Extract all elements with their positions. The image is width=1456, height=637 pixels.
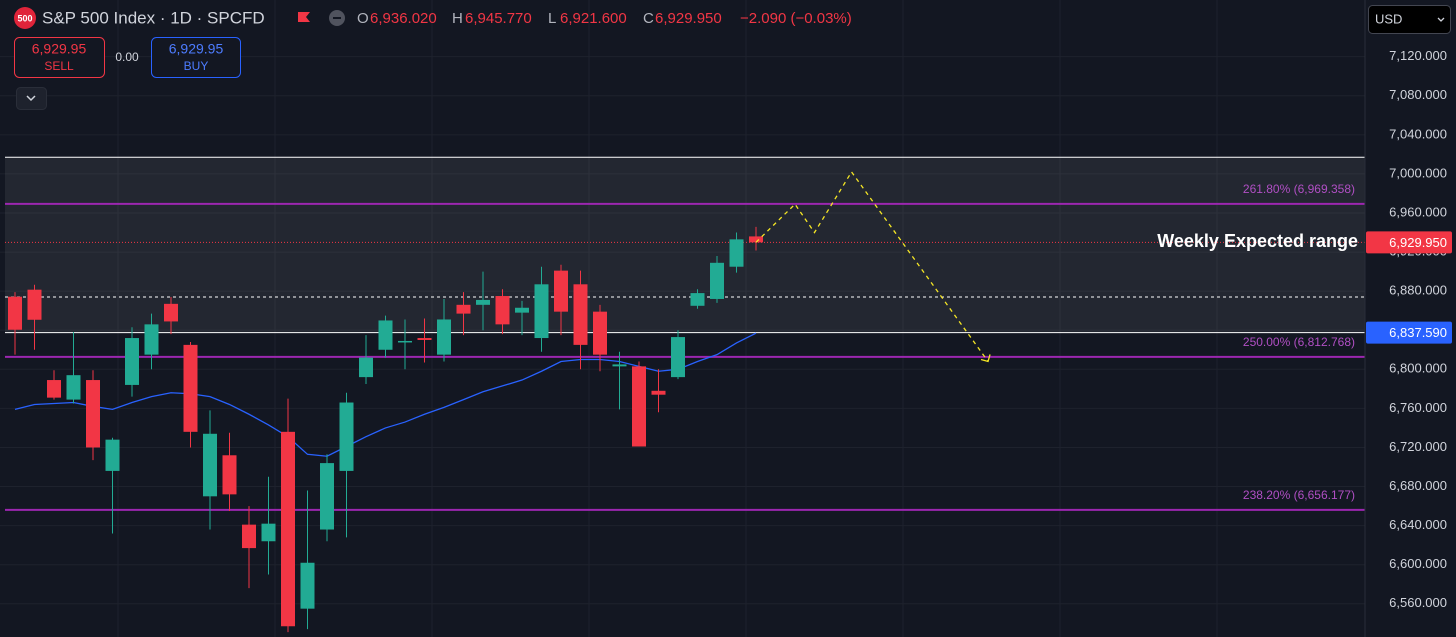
spread: 0.00	[115, 50, 139, 64]
candle-body	[671, 337, 685, 378]
ohlc-key: L	[548, 10, 556, 27]
candle-body	[242, 524, 256, 549]
candle-body	[437, 319, 451, 355]
buy-price: 6,929.95	[169, 41, 224, 57]
last-price-label: 6,929.950	[1389, 235, 1447, 250]
last-price-tag	[1366, 231, 1452, 254]
ohlc-key: C	[643, 10, 654, 27]
hide-icon-bar	[333, 17, 341, 19]
logo-text: 500	[17, 13, 32, 23]
candle-body	[47, 380, 61, 398]
buy-label: BUY	[184, 59, 209, 73]
candle-body	[66, 375, 81, 400]
currency-select[interactable]	[1368, 5, 1451, 34]
sell-button[interactable]	[14, 37, 105, 78]
candle-body	[300, 562, 315, 609]
overlay: 6,560.000 6,600.000 6,640.000 6,680.000 6,72…	[1157, 48, 1452, 610]
y-tick-label: 6,960.000	[1389, 204, 1447, 219]
range-label: Weekly Expected range	[1157, 231, 1358, 251]
currency: USD	[1375, 11, 1402, 26]
ohlc-value: 6,921.600	[560, 10, 627, 27]
candle-body	[632, 366, 646, 447]
candle-body	[222, 455, 237, 495]
projection	[755, 170, 989, 362]
ohlc-key: O	[357, 10, 369, 27]
y-tick-label: 7,080.000	[1389, 87, 1447, 102]
candle-body	[398, 340, 412, 343]
candle-body	[417, 338, 432, 340]
flag-icon[interactable]	[298, 12, 310, 22]
fib-label: 261.80% (6,969.358)	[1243, 182, 1355, 196]
ohlc-value: 6,929.950	[655, 10, 722, 27]
y-tick-label: 6,760.000	[1389, 400, 1447, 415]
candle-body	[456, 304, 471, 314]
sell-label: SELL	[44, 59, 74, 73]
candle-body	[261, 523, 276, 542]
candle-body	[476, 299, 490, 305]
logo	[14, 7, 36, 29]
fib-label: 238.20% (6,656.177)	[1243, 488, 1355, 502]
sell-price: 6,929.95	[32, 41, 87, 57]
ohlc-value: 6,936.020	[370, 10, 437, 27]
range-bottom-tag	[1366, 321, 1452, 344]
change: −2.090 (−0.03%)	[740, 10, 852, 27]
y-tick-label: 7,120.000	[1389, 48, 1447, 63]
candle-body	[183, 344, 198, 432]
candle-body	[378, 320, 393, 350]
y-tick-label: 6,880.000	[1389, 283, 1447, 298]
candle-body	[164, 303, 178, 322]
candle-body	[749, 236, 763, 243]
y-tick-label: 6,720.000	[1389, 439, 1447, 454]
moving-average	[14, 332, 757, 457]
candle-body	[359, 357, 373, 378]
candle-body	[105, 439, 120, 471]
candle-body	[281, 431, 295, 627]
y-tick-label: 7,040.000	[1389, 126, 1447, 141]
candle-body	[203, 433, 217, 497]
grid	[0, 0, 1365, 637]
candle-body	[495, 296, 510, 325]
candle-body	[534, 284, 549, 339]
candle-body	[86, 380, 100, 448]
chevron	[1437, 17, 1445, 22]
candle-body	[690, 293, 705, 306]
candle-body	[651, 390, 666, 395]
ohlc-value: 6,945.770	[465, 10, 532, 27]
candle-body	[144, 324, 159, 355]
range-band	[5, 157, 1365, 333]
candle-body	[27, 289, 42, 320]
buy-button[interactable]	[151, 37, 241, 78]
ohlc-key: H	[452, 10, 463, 27]
symbol: S&P 500 Index · 1D · SPCFD	[42, 8, 265, 27]
fib-label: 250.00% (6,812.768)	[1243, 335, 1355, 349]
plot	[8, 170, 991, 633]
candle-body	[125, 338, 139, 385]
range-bottom-label: 6,837.590	[1389, 325, 1447, 340]
candle-body	[339, 402, 354, 471]
y-tick-label: 6,560.000	[1389, 595, 1447, 610]
candle-body	[8, 296, 22, 330]
chevron	[26, 95, 36, 102]
y-tick-label: 6,600.000	[1389, 556, 1447, 571]
candle-body	[612, 364, 627, 367]
y-tick-label: 6,680.000	[1389, 478, 1447, 493]
candle-body	[320, 463, 334, 530]
candle-body	[593, 311, 607, 355]
y-tick-label: 7,000.000	[1389, 165, 1447, 180]
candle-body	[573, 284, 588, 345]
candle-body	[710, 262, 724, 299]
candle-body	[554, 270, 568, 312]
y-tick-label: 6,640.000	[1389, 517, 1447, 532]
candle-body	[515, 307, 529, 313]
projection-arrow	[980, 354, 991, 363]
y-tick-label: 6,800.000	[1389, 361, 1447, 376]
candle-body	[729, 239, 744, 267]
